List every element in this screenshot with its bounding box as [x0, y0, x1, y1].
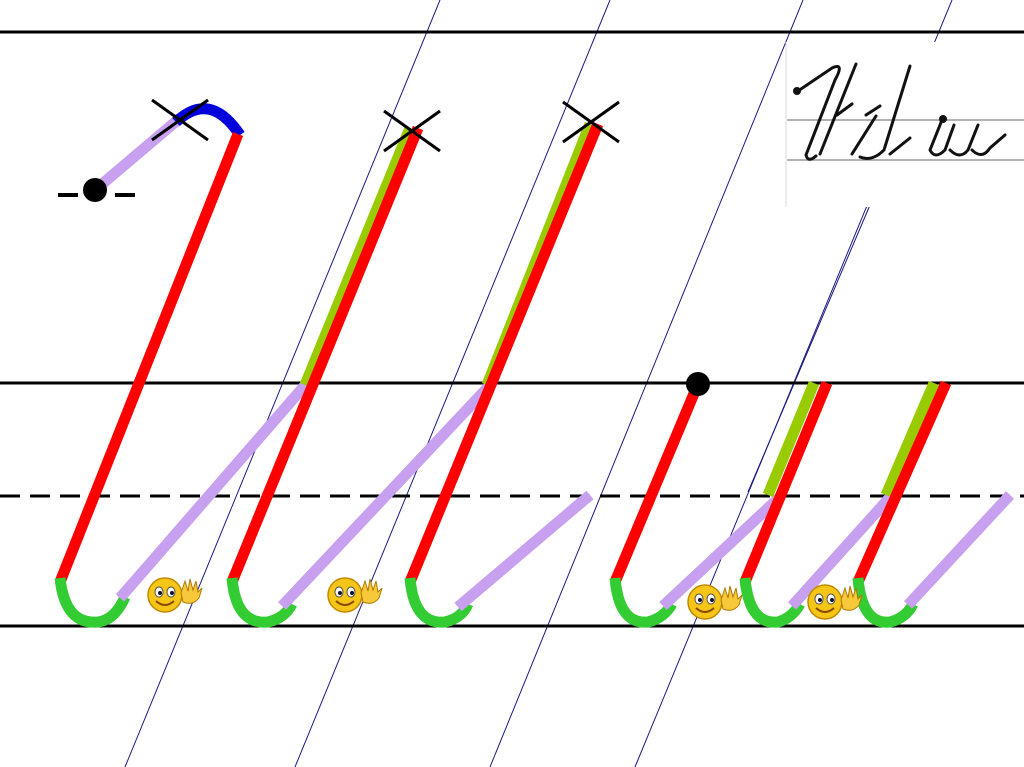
bottom-curve-stroke	[404, 577, 474, 628]
sample-background	[786, 42, 1024, 207]
down-stroke	[739, 380, 833, 585]
start-point-dot	[83, 178, 107, 202]
down-stroke	[54, 131, 244, 585]
up-stroke	[659, 490, 786, 611]
markers	[58, 98, 710, 396]
turn-cross-mark	[151, 98, 209, 142]
waving-smiley-icon	[807, 584, 863, 620]
bottom-curve-stroke	[852, 577, 918, 628]
up-stroke	[277, 379, 497, 610]
retrace-stroke	[762, 380, 820, 498]
bottom-curve-stroke	[739, 577, 805, 628]
top-loop-stroke	[172, 103, 245, 139]
down-stroke	[852, 380, 952, 585]
turn-cross-mark	[383, 109, 441, 153]
bottom-curve-stroke	[54, 577, 131, 628]
handwriting-sample-image	[785, 42, 1024, 207]
letter-strokes	[54, 103, 1015, 628]
up-stroke	[903, 491, 1015, 609]
ruling-lines	[0, 30, 1024, 628]
waving-smiley-icon	[327, 577, 383, 613]
down-stroke	[226, 125, 424, 585]
start-point-dot	[686, 372, 710, 396]
down-stroke	[609, 381, 704, 585]
smileys	[147, 577, 863, 620]
turn-cross-mark	[562, 100, 620, 144]
sample-start-dot	[939, 115, 947, 123]
sample-start-dot	[793, 87, 801, 95]
retrace-stroke	[880, 380, 940, 498]
down-stroke	[404, 121, 604, 585]
up-stroke	[454, 490, 594, 612]
up-stroke	[115, 379, 312, 602]
waving-smiley-icon	[147, 577, 203, 613]
bottom-curve-stroke	[226, 577, 297, 628]
slant-guide-line	[747, 204, 871, 493]
retrace-stroke	[299, 125, 416, 388]
waving-smiley-icon	[687, 584, 743, 620]
bottom-curve-stroke	[609, 577, 677, 628]
up-stroke	[787, 491, 897, 610]
sample-handwriting	[796, 62, 1007, 161]
